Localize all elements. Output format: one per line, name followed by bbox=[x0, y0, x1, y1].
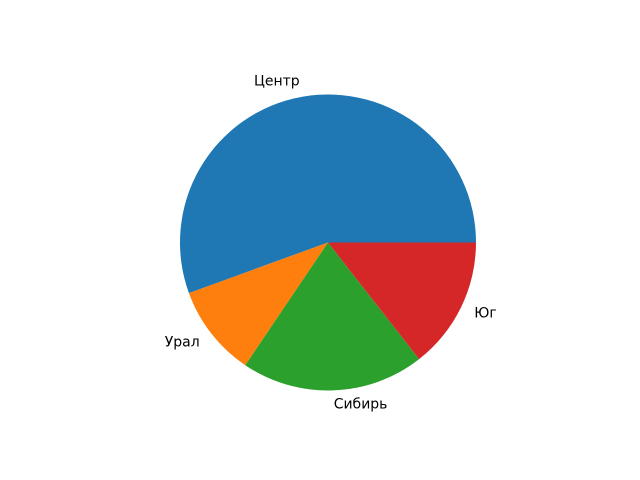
pie-slice-label-south: Юг bbox=[474, 305, 497, 322]
pie-slice-0 bbox=[180, 94, 477, 294]
pie-slice-label-siberia: Сибирь bbox=[333, 396, 388, 413]
pie-slice-label-center: Центр bbox=[254, 73, 300, 90]
pie-slice-1 bbox=[188, 242, 328, 366]
pie-slice-2 bbox=[245, 242, 420, 391]
pie-slice-3 bbox=[328, 242, 476, 360]
pie-slice-label-ural: Урал bbox=[164, 333, 200, 350]
